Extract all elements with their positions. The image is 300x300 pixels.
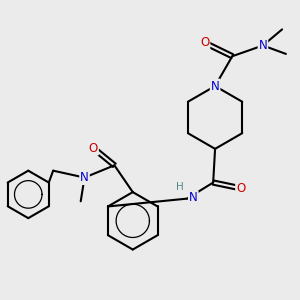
Text: N: N xyxy=(259,39,267,52)
Text: N: N xyxy=(211,80,220,93)
Text: O: O xyxy=(236,182,245,195)
Text: O: O xyxy=(200,36,209,49)
Text: N: N xyxy=(189,191,198,204)
Text: O: O xyxy=(89,142,98,154)
Text: N: N xyxy=(80,171,89,184)
Text: H: H xyxy=(176,182,183,192)
